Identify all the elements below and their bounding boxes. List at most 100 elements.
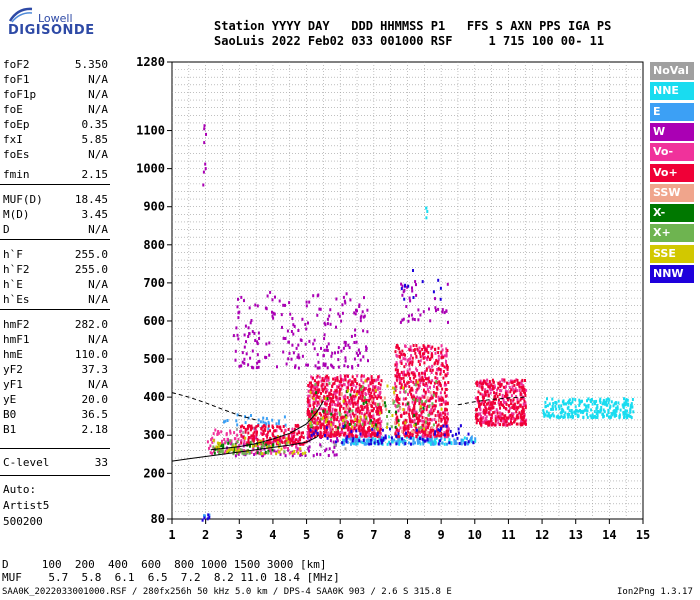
echo-point — [425, 417, 428, 421]
echo-point — [368, 442, 371, 446]
echo-point — [356, 374, 359, 378]
echo-point — [416, 430, 419, 434]
echo-point — [516, 398, 519, 402]
param-value: N/A — [88, 378, 108, 391]
echo-point — [346, 421, 349, 425]
param-label: yF2 — [3, 363, 23, 376]
echo-point — [373, 390, 376, 394]
echo-point — [247, 438, 250, 442]
echo-point — [328, 402, 331, 406]
echo-point — [315, 431, 318, 435]
echo-point — [343, 340, 346, 344]
echo-point — [313, 401, 316, 405]
echo-point — [370, 395, 373, 398]
echo-point — [434, 432, 436, 436]
echo-point — [340, 427, 343, 431]
echo-point — [445, 415, 448, 419]
echo-point — [254, 435, 256, 439]
echo-point — [224, 441, 227, 445]
echo-point — [442, 411, 445, 415]
echo-point — [337, 430, 339, 433]
echo-point — [361, 434, 364, 438]
echo-point — [204, 162, 207, 166]
echo-point — [478, 384, 481, 388]
echo-point — [400, 282, 403, 286]
echo-point — [246, 449, 249, 453]
echo-point — [404, 344, 406, 348]
echo-point — [420, 411, 423, 415]
echo-point — [427, 344, 430, 348]
echo-point — [255, 425, 258, 429]
legend-item: X- — [650, 204, 694, 223]
echo-point — [560, 404, 563, 408]
echo-point — [316, 423, 319, 427]
param-row: h`E N/A — [3, 278, 108, 293]
echo-point — [256, 444, 259, 448]
echo-point — [555, 415, 558, 419]
echo-point — [443, 383, 446, 387]
echo-point — [416, 380, 419, 384]
echo-point — [421, 434, 424, 438]
echo-point — [328, 314, 331, 318]
echo-point — [333, 403, 336, 406]
echo-point — [318, 366, 321, 370]
echo-point — [278, 419, 280, 423]
echo-point — [336, 418, 338, 422]
echo-point — [324, 323, 327, 327]
echo-point — [318, 388, 321, 392]
echo-point — [308, 339, 311, 343]
echo-point — [326, 389, 329, 393]
echo-point — [256, 430, 258, 434]
echo-point — [397, 438, 400, 442]
echo-point — [571, 412, 574, 415]
echo-point — [232, 334, 235, 338]
echo-point — [569, 415, 572, 419]
echo-point — [412, 436, 415, 440]
file-info-footer: SAA0K_2022033001000.RSF / 280fx256h 50 k… — [2, 587, 452, 597]
echo-point — [398, 435, 401, 439]
echo-point — [386, 422, 389, 426]
echo-point — [594, 402, 596, 406]
echo-point — [407, 407, 410, 411]
y-tick-label: 600 — [143, 314, 165, 328]
echo-point — [522, 390, 525, 394]
echo-point — [552, 407, 555, 411]
echo-point — [316, 389, 319, 393]
echo-point — [370, 433, 372, 437]
echo-point — [344, 421, 347, 425]
echo-point — [422, 378, 425, 382]
echo-point — [446, 365, 449, 369]
echo-point — [427, 413, 430, 417]
echo-point — [405, 305, 408, 308]
echo-point — [609, 404, 612, 408]
echo-point — [415, 283, 417, 287]
echo-point — [328, 406, 331, 410]
echo-point — [356, 418, 359, 422]
echo-point — [494, 401, 496, 405]
echo-point — [318, 375, 321, 379]
echo-point — [327, 409, 330, 413]
echo-point — [543, 414, 546, 418]
echo-point — [495, 392, 498, 395]
echo-point — [302, 442, 305, 446]
echo-point — [357, 353, 359, 357]
echo-point — [412, 410, 415, 414]
echo-point — [599, 397, 602, 401]
echo-point — [326, 317, 329, 321]
echo-point — [439, 391, 442, 395]
echo-point — [311, 430, 314, 434]
echo-point — [335, 297, 338, 301]
echo-point — [334, 392, 337, 396]
echo-point — [272, 426, 274, 429]
echo-point — [327, 422, 330, 425]
echo-point — [289, 441, 292, 445]
echo-point — [329, 322, 332, 326]
echo-point — [475, 381, 478, 385]
echo-point — [437, 413, 440, 417]
echo-point — [248, 332, 251, 336]
echo-point — [312, 432, 315, 436]
echo-point — [319, 412, 322, 415]
echo-point — [408, 314, 410, 318]
echo-point — [580, 409, 583, 413]
echo-point — [404, 283, 407, 287]
